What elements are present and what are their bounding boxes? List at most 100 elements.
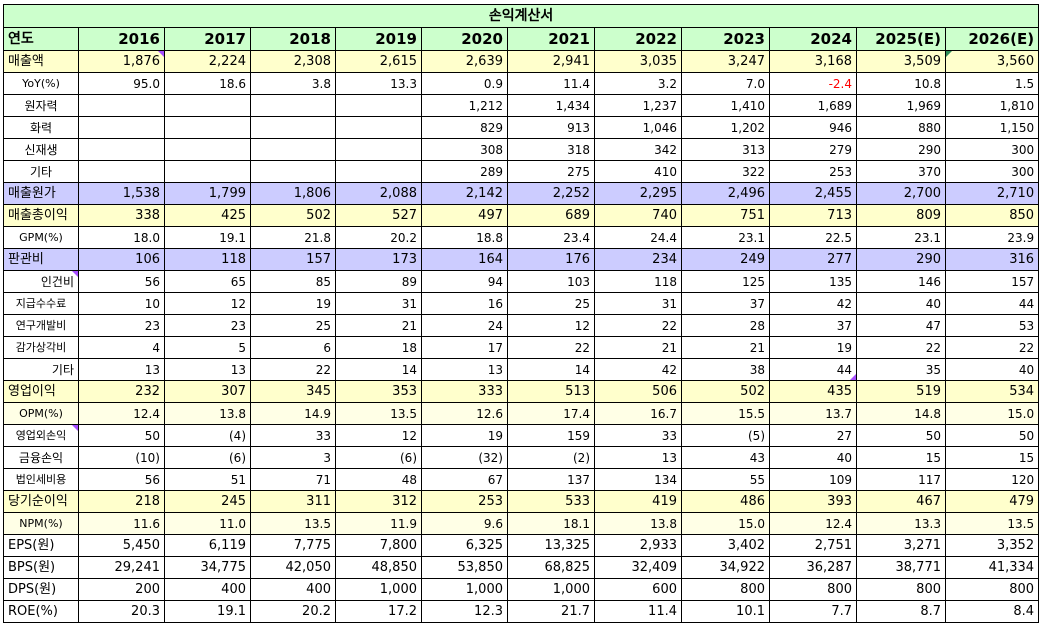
table-cell[interactable]: 486	[681, 490, 770, 513]
table-cell[interactable]: 38,771	[856, 556, 946, 579]
table-cell[interactable]: 506	[594, 380, 682, 403]
table-cell[interactable]: 253	[769, 160, 857, 183]
table-cell[interactable]: 21.7	[507, 600, 595, 623]
table-cell[interactable]: 33	[594, 424, 682, 447]
table-cell[interactable]: 410	[594, 160, 682, 183]
table-cell[interactable]: 12.4	[769, 512, 857, 535]
table-cell[interactable]: 232	[78, 380, 165, 403]
table-cell[interactable]: 513	[507, 380, 595, 403]
table-cell[interactable]: (4)	[164, 424, 251, 447]
table-cell[interactable]: 157	[944, 270, 1040, 293]
table-cell[interactable]: 89	[335, 270, 422, 293]
table-cell[interactable]: 6	[250, 336, 336, 359]
table-cell[interactable]: 3	[250, 446, 336, 469]
row-label[interactable]: 화력	[3, 116, 79, 139]
table-cell[interactable]: 829	[421, 116, 508, 139]
table-cell[interactable]	[250, 94, 336, 117]
table-cell[interactable]: 2,455	[769, 182, 857, 205]
table-cell[interactable]: 253	[421, 490, 508, 513]
header-label[interactable]: 연도	[3, 27, 79, 51]
table-cell[interactable]	[335, 160, 422, 183]
header-year[interactable]: 2025(E)	[856, 27, 946, 51]
table-cell[interactable]: 322	[681, 160, 770, 183]
row-label[interactable]: EPS(원)	[3, 534, 79, 557]
table-cell[interactable]: 527	[335, 204, 422, 227]
table-cell[interactable]: 22	[594, 314, 682, 337]
table-cell[interactable]: 27	[769, 424, 857, 447]
table-cell[interactable]: 22	[507, 336, 595, 359]
table-cell[interactable]	[78, 94, 165, 117]
table-cell[interactable]: 502	[250, 204, 336, 227]
table-cell[interactable]: 31	[335, 292, 422, 315]
header-year[interactable]: 2019	[335, 27, 422, 51]
table-cell[interactable]: 7.0	[681, 72, 770, 95]
table-cell[interactable]: 53,850	[421, 556, 508, 579]
table-cell[interactable]: 22	[856, 336, 946, 359]
table-cell[interactable]: 290	[856, 248, 946, 271]
table-cell[interactable]: 13.5	[250, 512, 336, 535]
row-label[interactable]: 영업외손익	[3, 424, 79, 447]
table-cell[interactable]: 8.7	[856, 600, 946, 623]
table-cell[interactable]: 134	[594, 468, 682, 491]
table-cell[interactable]	[335, 138, 422, 161]
table-cell[interactable]: 850	[944, 204, 1040, 227]
table-cell[interactable]: 95.0	[78, 72, 165, 95]
row-label[interactable]: GPM(%)	[3, 226, 79, 249]
table-cell[interactable]: 120	[944, 468, 1040, 491]
table-cell[interactable]: 289	[421, 160, 508, 183]
table-cell[interactable]: 800	[769, 578, 857, 601]
table-cell[interactable]: 56	[78, 270, 165, 293]
table-cell[interactable]: 10.1	[681, 600, 770, 623]
table-cell[interactable]: 1,212	[421, 94, 508, 117]
table-cell[interactable]: 600	[594, 578, 682, 601]
table-cell[interactable]: 146	[856, 270, 946, 293]
row-label[interactable]: 금융손익	[3, 446, 79, 469]
table-cell[interactable]: 40	[944, 358, 1040, 381]
table-cell[interactable]: 15.0	[944, 402, 1040, 425]
row-label[interactable]: OPM(%)	[3, 402, 79, 425]
table-cell[interactable]: 22	[944, 336, 1040, 359]
table-cell[interactable]: 2,308	[250, 50, 336, 73]
table-cell[interactable]: 502	[681, 380, 770, 403]
table-cell[interactable]: 13.8	[594, 512, 682, 535]
table-cell[interactable]: 16	[421, 292, 508, 315]
table-cell[interactable]: 809	[856, 204, 946, 227]
table-cell[interactable]: 34,775	[164, 556, 251, 579]
table-cell[interactable]: 2,615	[335, 50, 422, 73]
table-cell[interactable]: 23.1	[681, 226, 770, 249]
table-cell[interactable]: 17.4	[507, 402, 595, 425]
table-cell[interactable]: 308	[421, 138, 508, 161]
table-cell[interactable]: 3,402	[681, 534, 770, 557]
table-cell[interactable]: 48	[335, 468, 422, 491]
table-cell[interactable]: (2)	[507, 446, 595, 469]
row-label[interactable]: 인건비	[3, 270, 79, 293]
table-cell[interactable]: 279	[769, 138, 857, 161]
table-cell[interactable]: 300	[944, 160, 1040, 183]
table-cell[interactable]: 3.8	[250, 72, 336, 95]
table-cell[interactable]: 18.1	[507, 512, 595, 535]
table-cell[interactable]: 50	[944, 424, 1040, 447]
row-label[interactable]: 매출원가	[3, 182, 79, 205]
table-cell[interactable]: 1,538	[78, 182, 165, 205]
table-cell[interactable]: 106	[78, 248, 165, 271]
table-cell[interactable]: 245	[164, 490, 251, 513]
table-cell[interactable]: 2,941	[507, 50, 595, 73]
header-year[interactable]: 2020	[421, 27, 508, 51]
table-cell[interactable]: 800	[681, 578, 770, 601]
table-cell[interactable]: 277	[769, 248, 857, 271]
table-cell[interactable]	[78, 138, 165, 161]
table-cell[interactable]: 55	[681, 468, 770, 491]
table-cell[interactable]: 13.8	[164, 402, 251, 425]
table-cell[interactable]: 1,689	[769, 94, 857, 117]
table-cell[interactable]: 50	[856, 424, 946, 447]
table-cell[interactable]: 11.9	[335, 512, 422, 535]
table-cell[interactable]: 16.7	[594, 402, 682, 425]
table-cell[interactable]: 880	[856, 116, 946, 139]
table-cell[interactable]: 1,810	[944, 94, 1040, 117]
table-cell[interactable]: 21	[594, 336, 682, 359]
table-cell[interactable]: 740	[594, 204, 682, 227]
header-year[interactable]: 2017	[164, 27, 251, 51]
table-cell[interactable]	[164, 160, 251, 183]
table-cell[interactable]: 35	[856, 358, 946, 381]
row-label[interactable]: 판관비	[3, 248, 79, 271]
